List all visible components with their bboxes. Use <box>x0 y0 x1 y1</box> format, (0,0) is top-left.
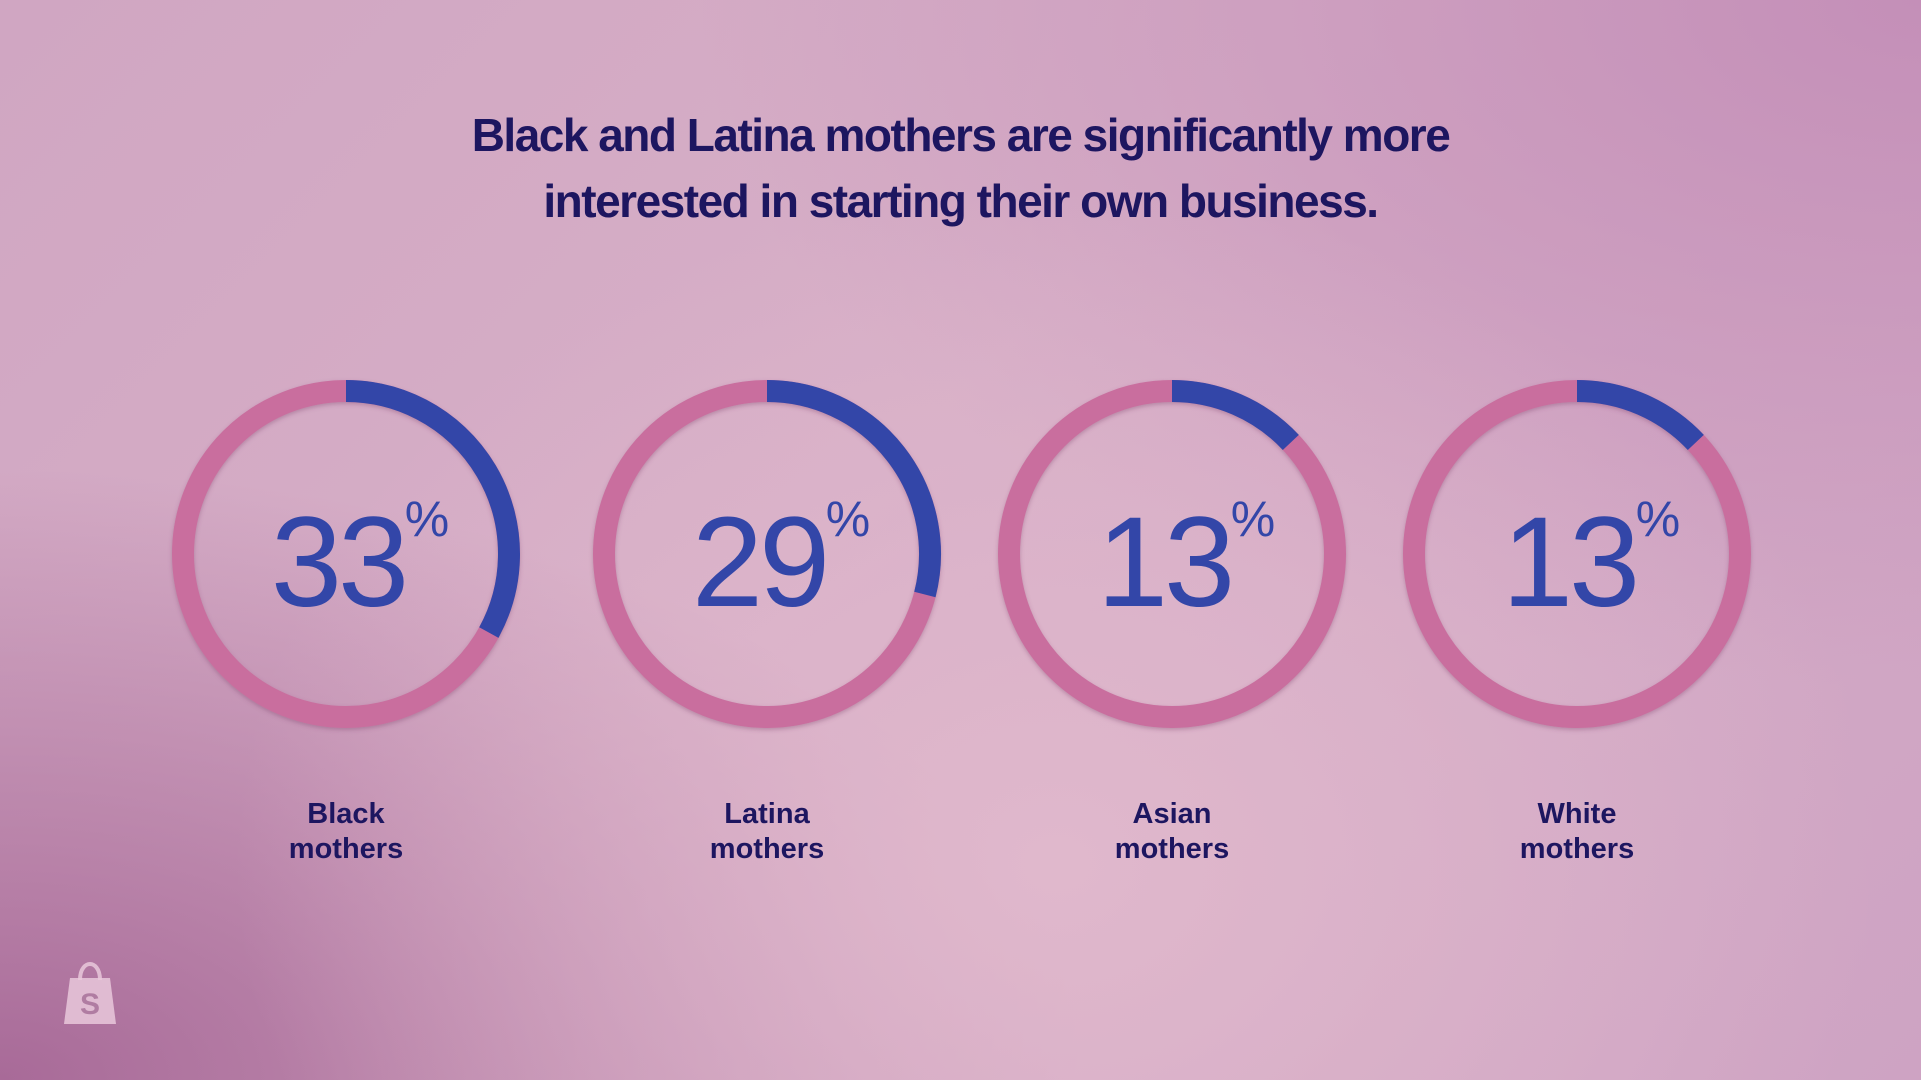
donut-latina: 29% <box>593 380 941 728</box>
donut-value-label: 13 <box>1502 491 1636 634</box>
donut-label-latina: Latina mothers <box>709 798 825 865</box>
donut-value-label: 33 <box>271 491 405 634</box>
donut-value-arc <box>766 380 941 598</box>
donut-unit-label: % <box>405 491 449 547</box>
logo-letter: S <box>80 988 100 1021</box>
donut-unit-label: % <box>1231 491 1275 547</box>
shopify-bag-icon: S <box>64 962 116 1024</box>
donut-value-arc <box>1171 380 1299 451</box>
donut-label-asian: Asian mothers <box>1114 798 1230 865</box>
chart-title-line2: interested in starting their own busines… <box>543 175 1379 227</box>
donut-label-white: White mothers <box>1519 798 1635 865</box>
chart-title: Black and Latina mothers are significant… <box>0 102 1921 234</box>
donut-white: 13% <box>1403 380 1751 728</box>
donut-value-label: 29 <box>692 491 826 634</box>
donut-black: 33% <box>172 380 520 728</box>
donut-label-black: Black mothers <box>288 798 404 865</box>
donut-value-arc <box>345 380 520 638</box>
donut-asian: 13% <box>998 380 1346 728</box>
donut-unit-label: % <box>826 491 870 547</box>
donut-unit-label: % <box>1636 491 1680 547</box>
donut-value-arc <box>1576 380 1704 451</box>
chart-title-line1: Black and Latina mothers are significant… <box>471 109 1451 161</box>
donut-value-label: 13 <box>1097 491 1231 634</box>
